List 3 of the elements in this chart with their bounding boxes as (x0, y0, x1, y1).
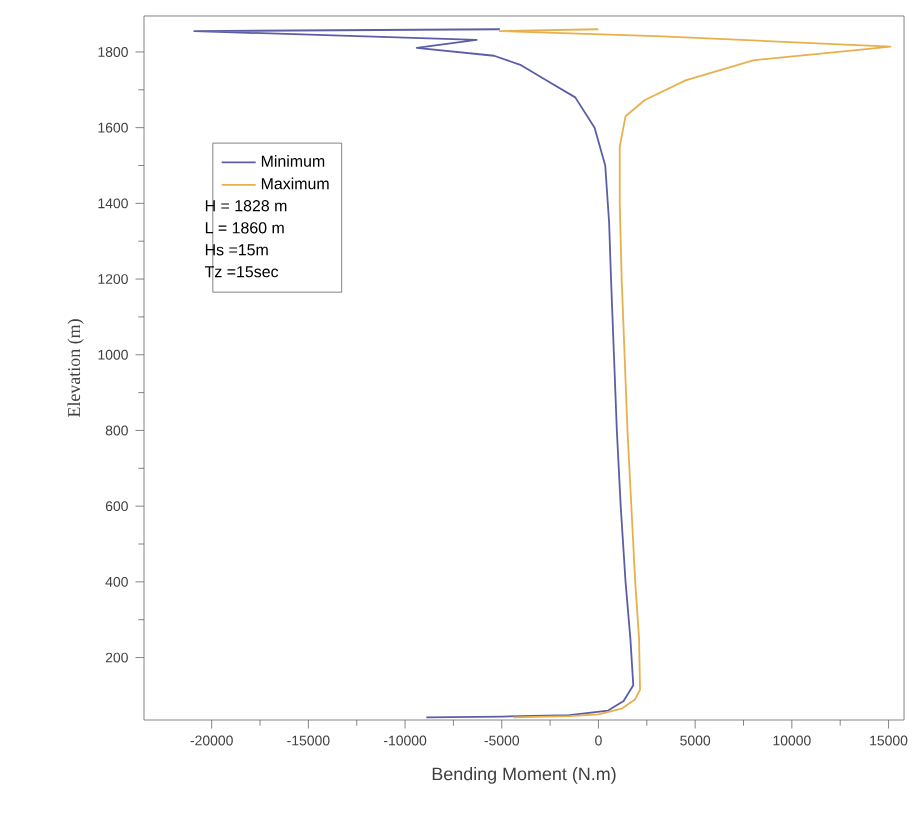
y-axis-title: Elevation (m) (67, 319, 84, 418)
x-axis-title: Bending Moment (N.m) (432, 767, 616, 784)
line-series (193, 28, 635, 719)
